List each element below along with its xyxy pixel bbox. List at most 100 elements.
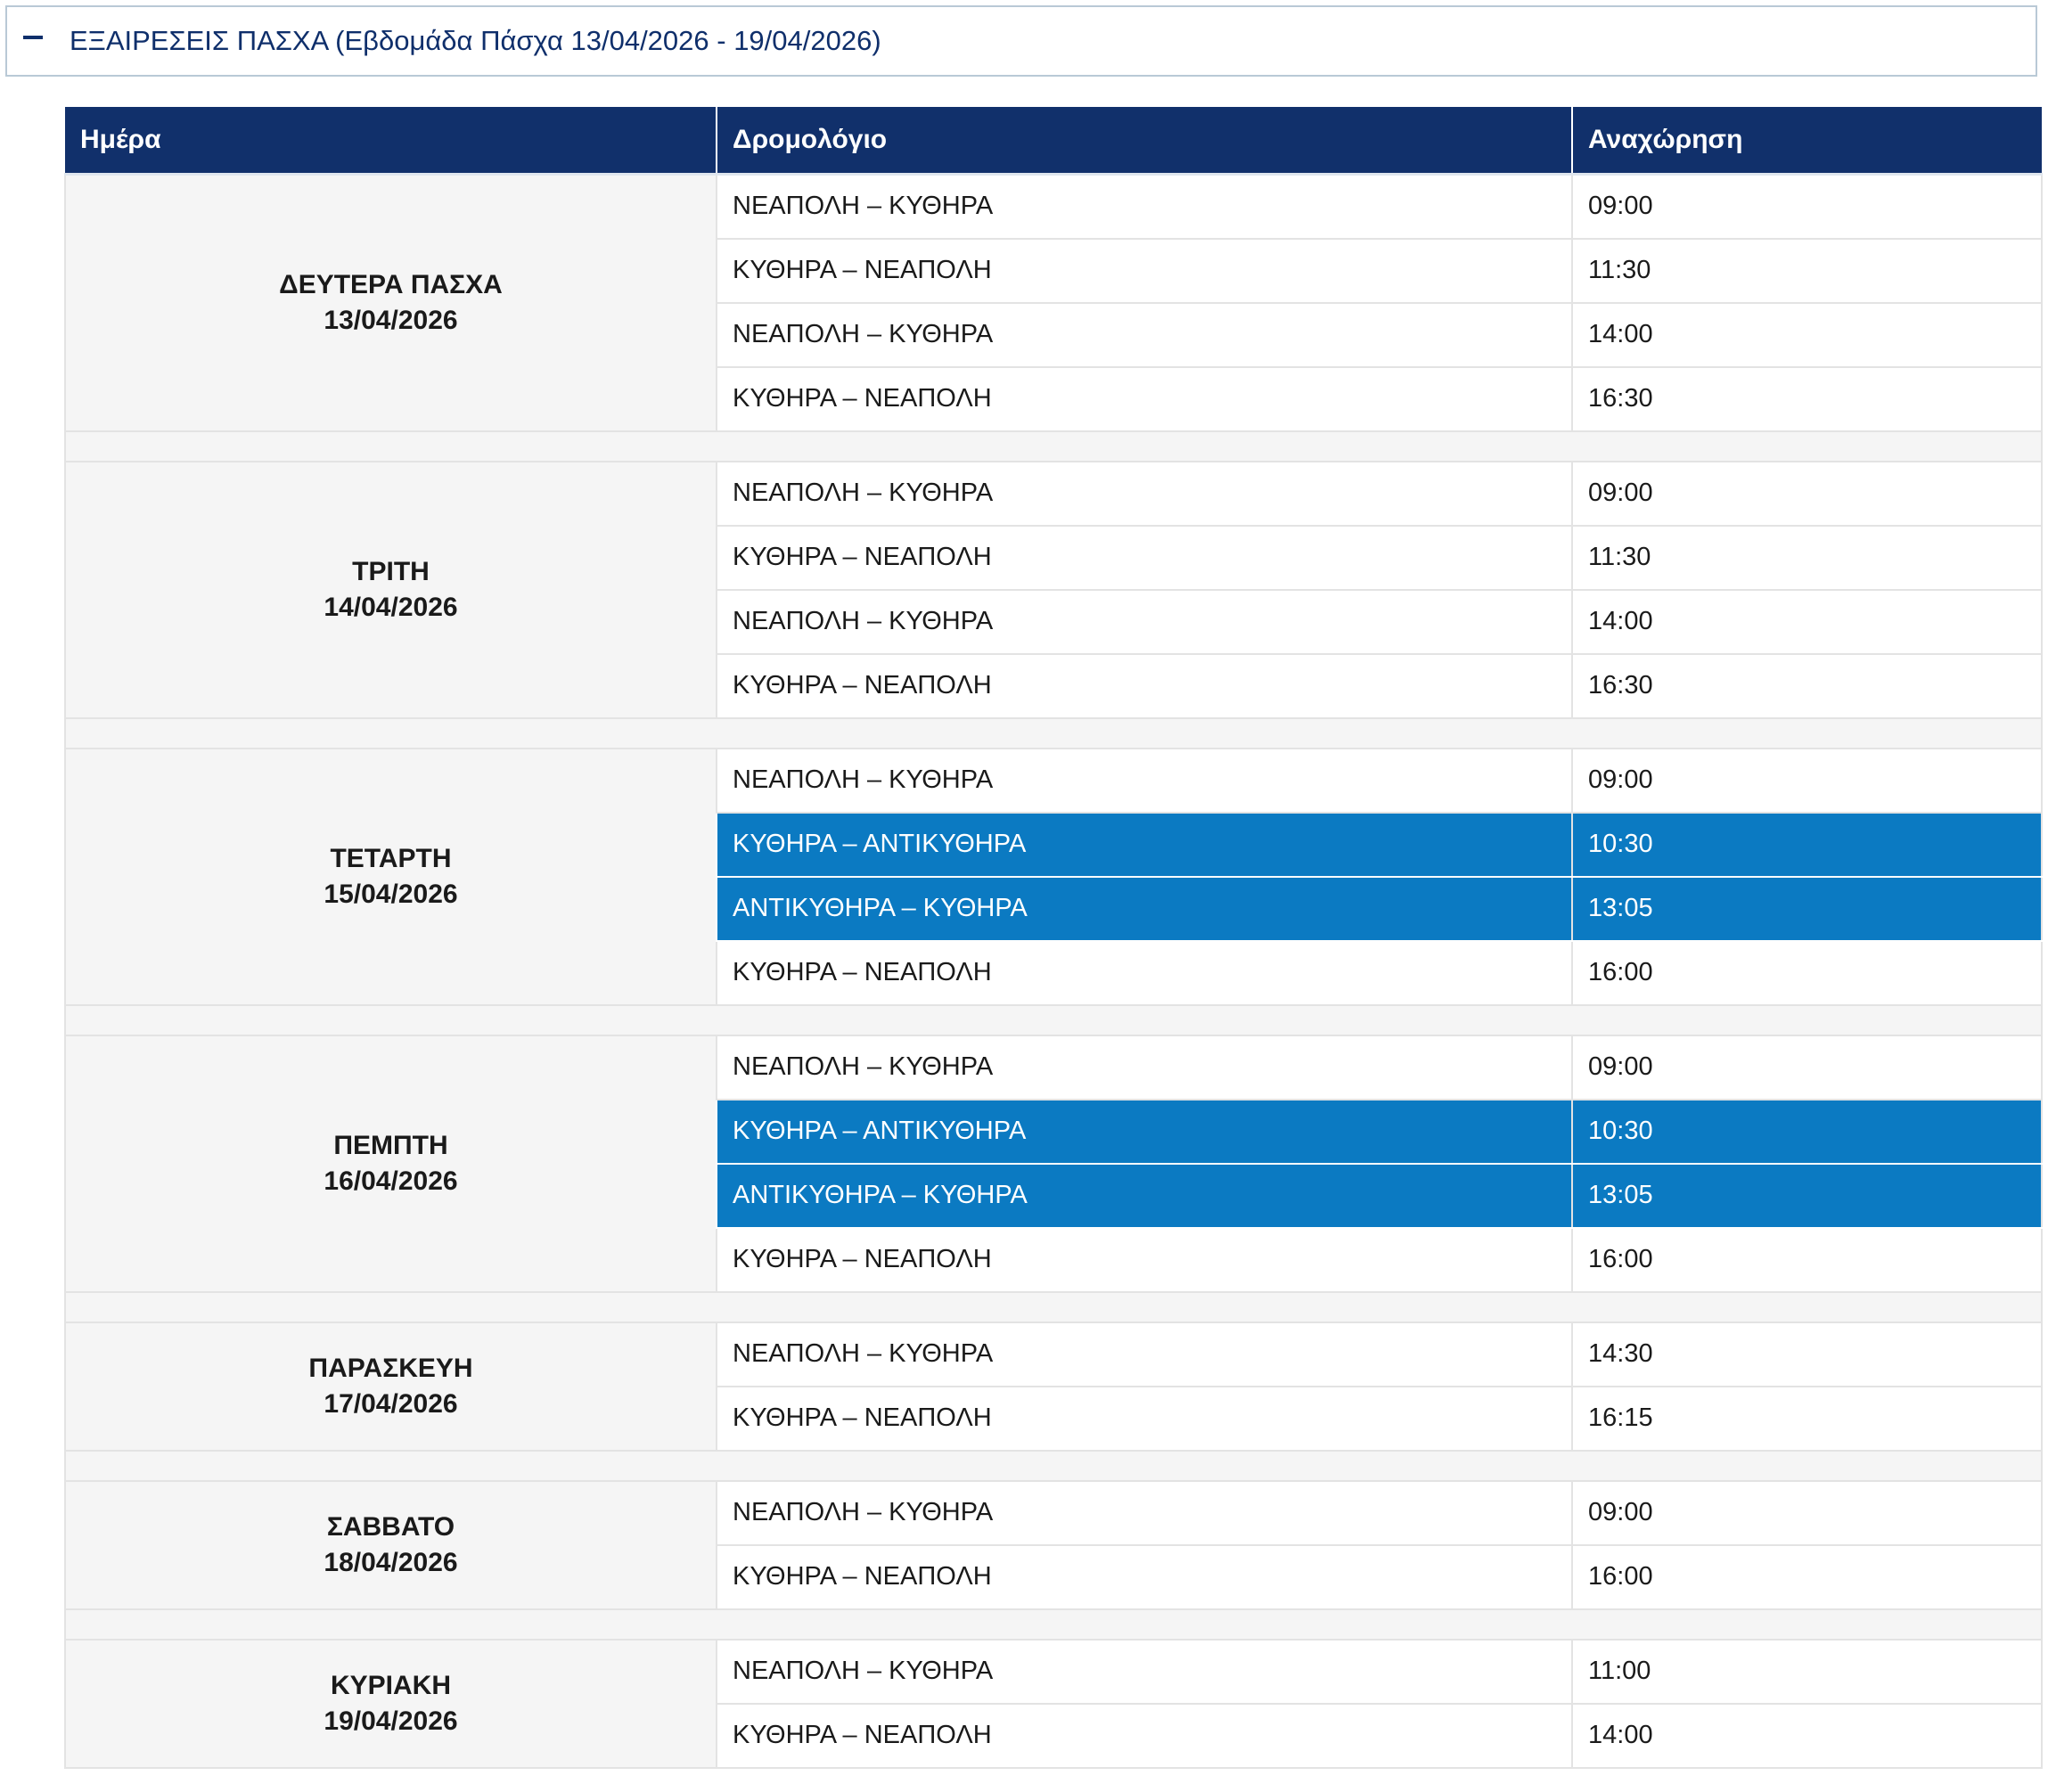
route-cell: ΚΥΘΗΡΑ – ΝΕΑΠΟΛΗ xyxy=(716,1703,1573,1769)
day-separator xyxy=(64,1004,2043,1036)
schedule-body: ΔΕΥΤΕΡΑ ΠΑΣΧΑ 13/04/2026 ΝΕΑΠΟΛΗ – ΚΥΘΗΡΑ 0… xyxy=(64,174,2043,1769)
day-date: 15/04/2026 xyxy=(324,879,458,909)
departure-cell: 11:00 xyxy=(1571,1639,2043,1705)
table-header-row: Ημέρα Δρομολόγιο Αναχώρηση xyxy=(65,107,2042,176)
departure-cell: 09:00 xyxy=(1571,174,2043,240)
day-date: 16/04/2026 xyxy=(324,1166,458,1196)
day-separator xyxy=(64,1291,2043,1323)
day-date: 13/04/2026 xyxy=(324,305,458,335)
route-cell: ΝΕΑΠΟΛΗ – ΚΥΘΗΡΑ xyxy=(716,589,1573,655)
table-row: ΚΥΘΗΡΑ – ΝΕΑΠΟΛΗ 16:30 xyxy=(65,653,2043,719)
day-cell: ΔΕΥΤΕΡΑ ΠΑΣΧΑ 13/04/2026 xyxy=(64,174,717,432)
departure-cell: 14:00 xyxy=(1571,589,2043,655)
route-cell: ΚΥΘΗΡΑ – ΝΕΑΠΟΛΗ xyxy=(716,940,1573,1006)
departure-cell: 10:30 xyxy=(1571,812,2043,878)
table-row: ΚΥΘΗΡΑ – ΑΝΤΙΚΥΘΗΡΑ 10:30 xyxy=(65,1099,2043,1165)
table-row: ΑΝΤΙΚΥΘΗΡΑ – ΚΥΘΗΡΑ 13:05 xyxy=(65,1163,2043,1229)
table-row: ΚΥΘΗΡΑ – ΝΕΑΠΟΛΗ 16:15 xyxy=(65,1386,2043,1452)
day-date: 17/04/2026 xyxy=(324,1388,458,1419)
departure-cell: 14:00 xyxy=(1571,302,2043,368)
departure-cell: 14:00 xyxy=(1571,1703,2043,1769)
header-route: Δρομολόγιο xyxy=(716,107,1572,176)
route-cell: ΝΕΑΠΟΛΗ – ΚΥΘΗΡΑ xyxy=(716,174,1573,240)
table-row: ΝΕΑΠΟΛΗ – ΚΥΘΗΡΑ 14:00 xyxy=(65,302,2043,368)
departure-cell: 13:05 xyxy=(1571,876,2043,942)
departure-cell: 16:00 xyxy=(1571,1544,2043,1610)
day-name: ΤΡΙΤΗ xyxy=(352,556,430,586)
table-row: ΚΥΘΗΡΑ – ΑΝΤΙΚΥΘΗΡΑ 10:30 xyxy=(65,812,2043,878)
departure-cell: 11:30 xyxy=(1571,238,2043,304)
day-date: 18/04/2026 xyxy=(324,1547,458,1577)
departure-cell: 09:00 xyxy=(1571,1035,2043,1101)
table-row: ΚΥΘΗΡΑ – ΝΕΑΠΟΛΗ 11:30 xyxy=(65,525,2043,591)
departure-cell: 16:00 xyxy=(1571,940,2043,1006)
accordion-header[interactable]: ΕΞΑΙΡΕΣΕΙΣ ΠΑΣΧΑ (Εβδομάδα Πάσχα 13/04/2… xyxy=(5,5,2037,77)
table-row: ΚΥΘΗΡΑ – ΝΕΑΠΟΛΗ 16:00 xyxy=(65,940,2043,1006)
table-row: ΑΝΤΙΚΥΘΗΡΑ – ΚΥΘΗΡΑ 13:05 xyxy=(65,876,2043,942)
day-separator xyxy=(64,430,2043,462)
header-day: Ημέρα xyxy=(65,107,717,176)
route-cell: ΑΝΤΙΚΥΘΗΡΑ – ΚΥΘΗΡΑ xyxy=(716,876,1573,942)
route-cell: ΑΝΤΙΚΥΘΗΡΑ – ΚΥΘΗΡΑ xyxy=(716,1163,1573,1229)
route-cell: ΚΥΘΗΡΑ – ΝΕΑΠΟΛΗ xyxy=(716,653,1573,719)
route-cell: ΚΥΘΗΡΑ – ΝΕΑΠΟΛΗ xyxy=(716,525,1573,591)
separator-cell xyxy=(64,1450,2043,1482)
separator-cell xyxy=(64,1608,2043,1641)
table-row: ΝΕΑΠΟΛΗ – ΚΥΘΗΡΑ 14:00 xyxy=(65,589,2043,655)
route-cell: ΝΕΑΠΟΛΗ – ΚΥΘΗΡΑ xyxy=(716,302,1573,368)
departure-cell: 16:00 xyxy=(1571,1227,2043,1293)
route-cell: ΚΥΘΗΡΑ – ΝΕΑΠΟΛΗ xyxy=(716,366,1573,432)
table-row: ΚΥΘΗΡΑ – ΝΕΑΠΟΛΗ 16:30 xyxy=(65,366,2043,432)
table-row: ΤΡΙΤΗ 14/04/2026 ΝΕΑΠΟΛΗ – ΚΥΘΗΡΑ 09:00 xyxy=(64,461,2043,719)
departure-cell: 11:30 xyxy=(1571,525,2043,591)
day-cell: ΤΡΙΤΗ 14/04/2026 xyxy=(64,461,717,719)
route-cell: ΝΕΑΠΟΛΗ – ΚΥΘΗΡΑ xyxy=(716,1035,1573,1101)
departure-cell: 09:00 xyxy=(1571,1480,2043,1546)
table-row: ΣΑΒΒΑΤΟ 18/04/2026 ΝΕΑΠΟΛΗ – ΚΥΘΗΡΑ 09:00 xyxy=(64,1480,2043,1610)
departure-cell: 14:30 xyxy=(1571,1321,2043,1387)
route-cell: ΝΕΑΠΟΛΗ – ΚΥΘΗΡΑ xyxy=(716,1480,1573,1546)
table-row: ΚΥΘΗΡΑ – ΝΕΑΠΟΛΗ 16:00 xyxy=(65,1227,2043,1293)
route-cell: ΝΕΑΠΟΛΗ – ΚΥΘΗΡΑ xyxy=(716,1321,1573,1387)
minus-icon[interactable] xyxy=(23,36,43,39)
table-row: ΚΥΡΙΑΚΗ 19/04/2026 ΝΕΑΠΟΛΗ – ΚΥΘΗΡΑ 11:00 xyxy=(64,1639,2043,1769)
route-cell: ΝΕΑΠΟΛΗ – ΚΥΘΗΡΑ xyxy=(716,1639,1573,1705)
route-cell: ΝΕΑΠΟΛΗ – ΚΥΘΗΡΑ xyxy=(716,461,1573,527)
day-cell: ΤΕΤΑΡΤΗ 15/04/2026 xyxy=(64,748,717,1006)
route-cell: ΚΥΘΗΡΑ – ΝΕΑΠΟΛΗ xyxy=(716,238,1573,304)
table-row: ΚΥΘΗΡΑ – ΝΕΑΠΟΛΗ 11:30 xyxy=(65,238,2043,304)
separator-cell xyxy=(64,1004,2043,1036)
day-name: ΣΑΒΒΑΤΟ xyxy=(326,1511,455,1542)
separator-cell xyxy=(64,717,2043,749)
route-cell: ΚΥΘΗΡΑ – ΝΕΑΠΟΛΗ xyxy=(716,1386,1573,1452)
accordion-title[interactable]: ΕΞΑΙΡΕΣΕΙΣ ΠΑΣΧΑ (Εβδομάδα Πάσχα 13/04/2… xyxy=(70,25,881,56)
departure-cell: 10:30 xyxy=(1571,1099,2043,1165)
separator-cell xyxy=(64,1291,2043,1323)
route-cell: ΚΥΘΗΡΑ – ΝΕΑΠΟΛΗ xyxy=(716,1544,1573,1610)
day-date: 19/04/2026 xyxy=(324,1706,458,1736)
day-cell: ΠΑΡΑΣΚΕΥΗ 17/04/2026 xyxy=(64,1321,717,1452)
day-cell: ΠΕΜΠΤΗ 16/04/2026 xyxy=(64,1035,717,1293)
day-separator xyxy=(64,1608,2043,1641)
route-cell: ΝΕΑΠΟΛΗ – ΚΥΘΗΡΑ xyxy=(716,748,1573,814)
table-row: ΚΥΘΗΡΑ – ΝΕΑΠΟΛΗ 16:00 xyxy=(65,1544,2043,1610)
day-name: ΠΑΡΑΣΚΕΥΗ xyxy=(308,1353,473,1383)
day-date: 14/04/2026 xyxy=(324,592,458,622)
day-name: ΠΕΜΠΤΗ xyxy=(333,1130,448,1160)
departure-cell: 09:00 xyxy=(1571,748,2043,814)
route-cell: ΚΥΘΗΡΑ – ΑΝΤΙΚΥΘΗΡΑ xyxy=(716,1099,1573,1165)
route-cell: ΚΥΘΗΡΑ – ΝΕΑΠΟΛΗ xyxy=(716,1227,1573,1293)
day-name: ΚΥΡΙΑΚΗ xyxy=(330,1670,451,1700)
departure-cell: 16:30 xyxy=(1571,366,2043,432)
day-separator xyxy=(64,717,2043,749)
departure-cell: 13:05 xyxy=(1571,1163,2043,1229)
day-name: ΔΕΥΤΕΡΑ ΠΑΣΧΑ xyxy=(279,269,503,299)
day-name: ΤΕΤΑΡΤΗ xyxy=(330,843,452,873)
separator-cell xyxy=(64,430,2043,462)
day-cell: ΚΥΡΙΑΚΗ 19/04/2026 xyxy=(64,1639,717,1769)
header-departure: Αναχώρηση xyxy=(1571,107,2042,176)
departure-cell: 16:30 xyxy=(1571,653,2043,719)
table-row: ΠΕΜΠΤΗ 16/04/2026 ΝΕΑΠΟΛΗ – ΚΥΘΗΡΑ 09:00 xyxy=(64,1035,2043,1293)
table-row: ΔΕΥΤΕΡΑ ΠΑΣΧΑ 13/04/2026 ΝΕΑΠΟΛΗ – ΚΥΘΗΡΑ 0… xyxy=(64,174,2043,432)
schedule-table: Ημέρα Δρομολόγιο Αναχώρηση ΔΕΥΤΕΡΑ ΠΑΣΧΑ… xyxy=(64,107,2043,1769)
